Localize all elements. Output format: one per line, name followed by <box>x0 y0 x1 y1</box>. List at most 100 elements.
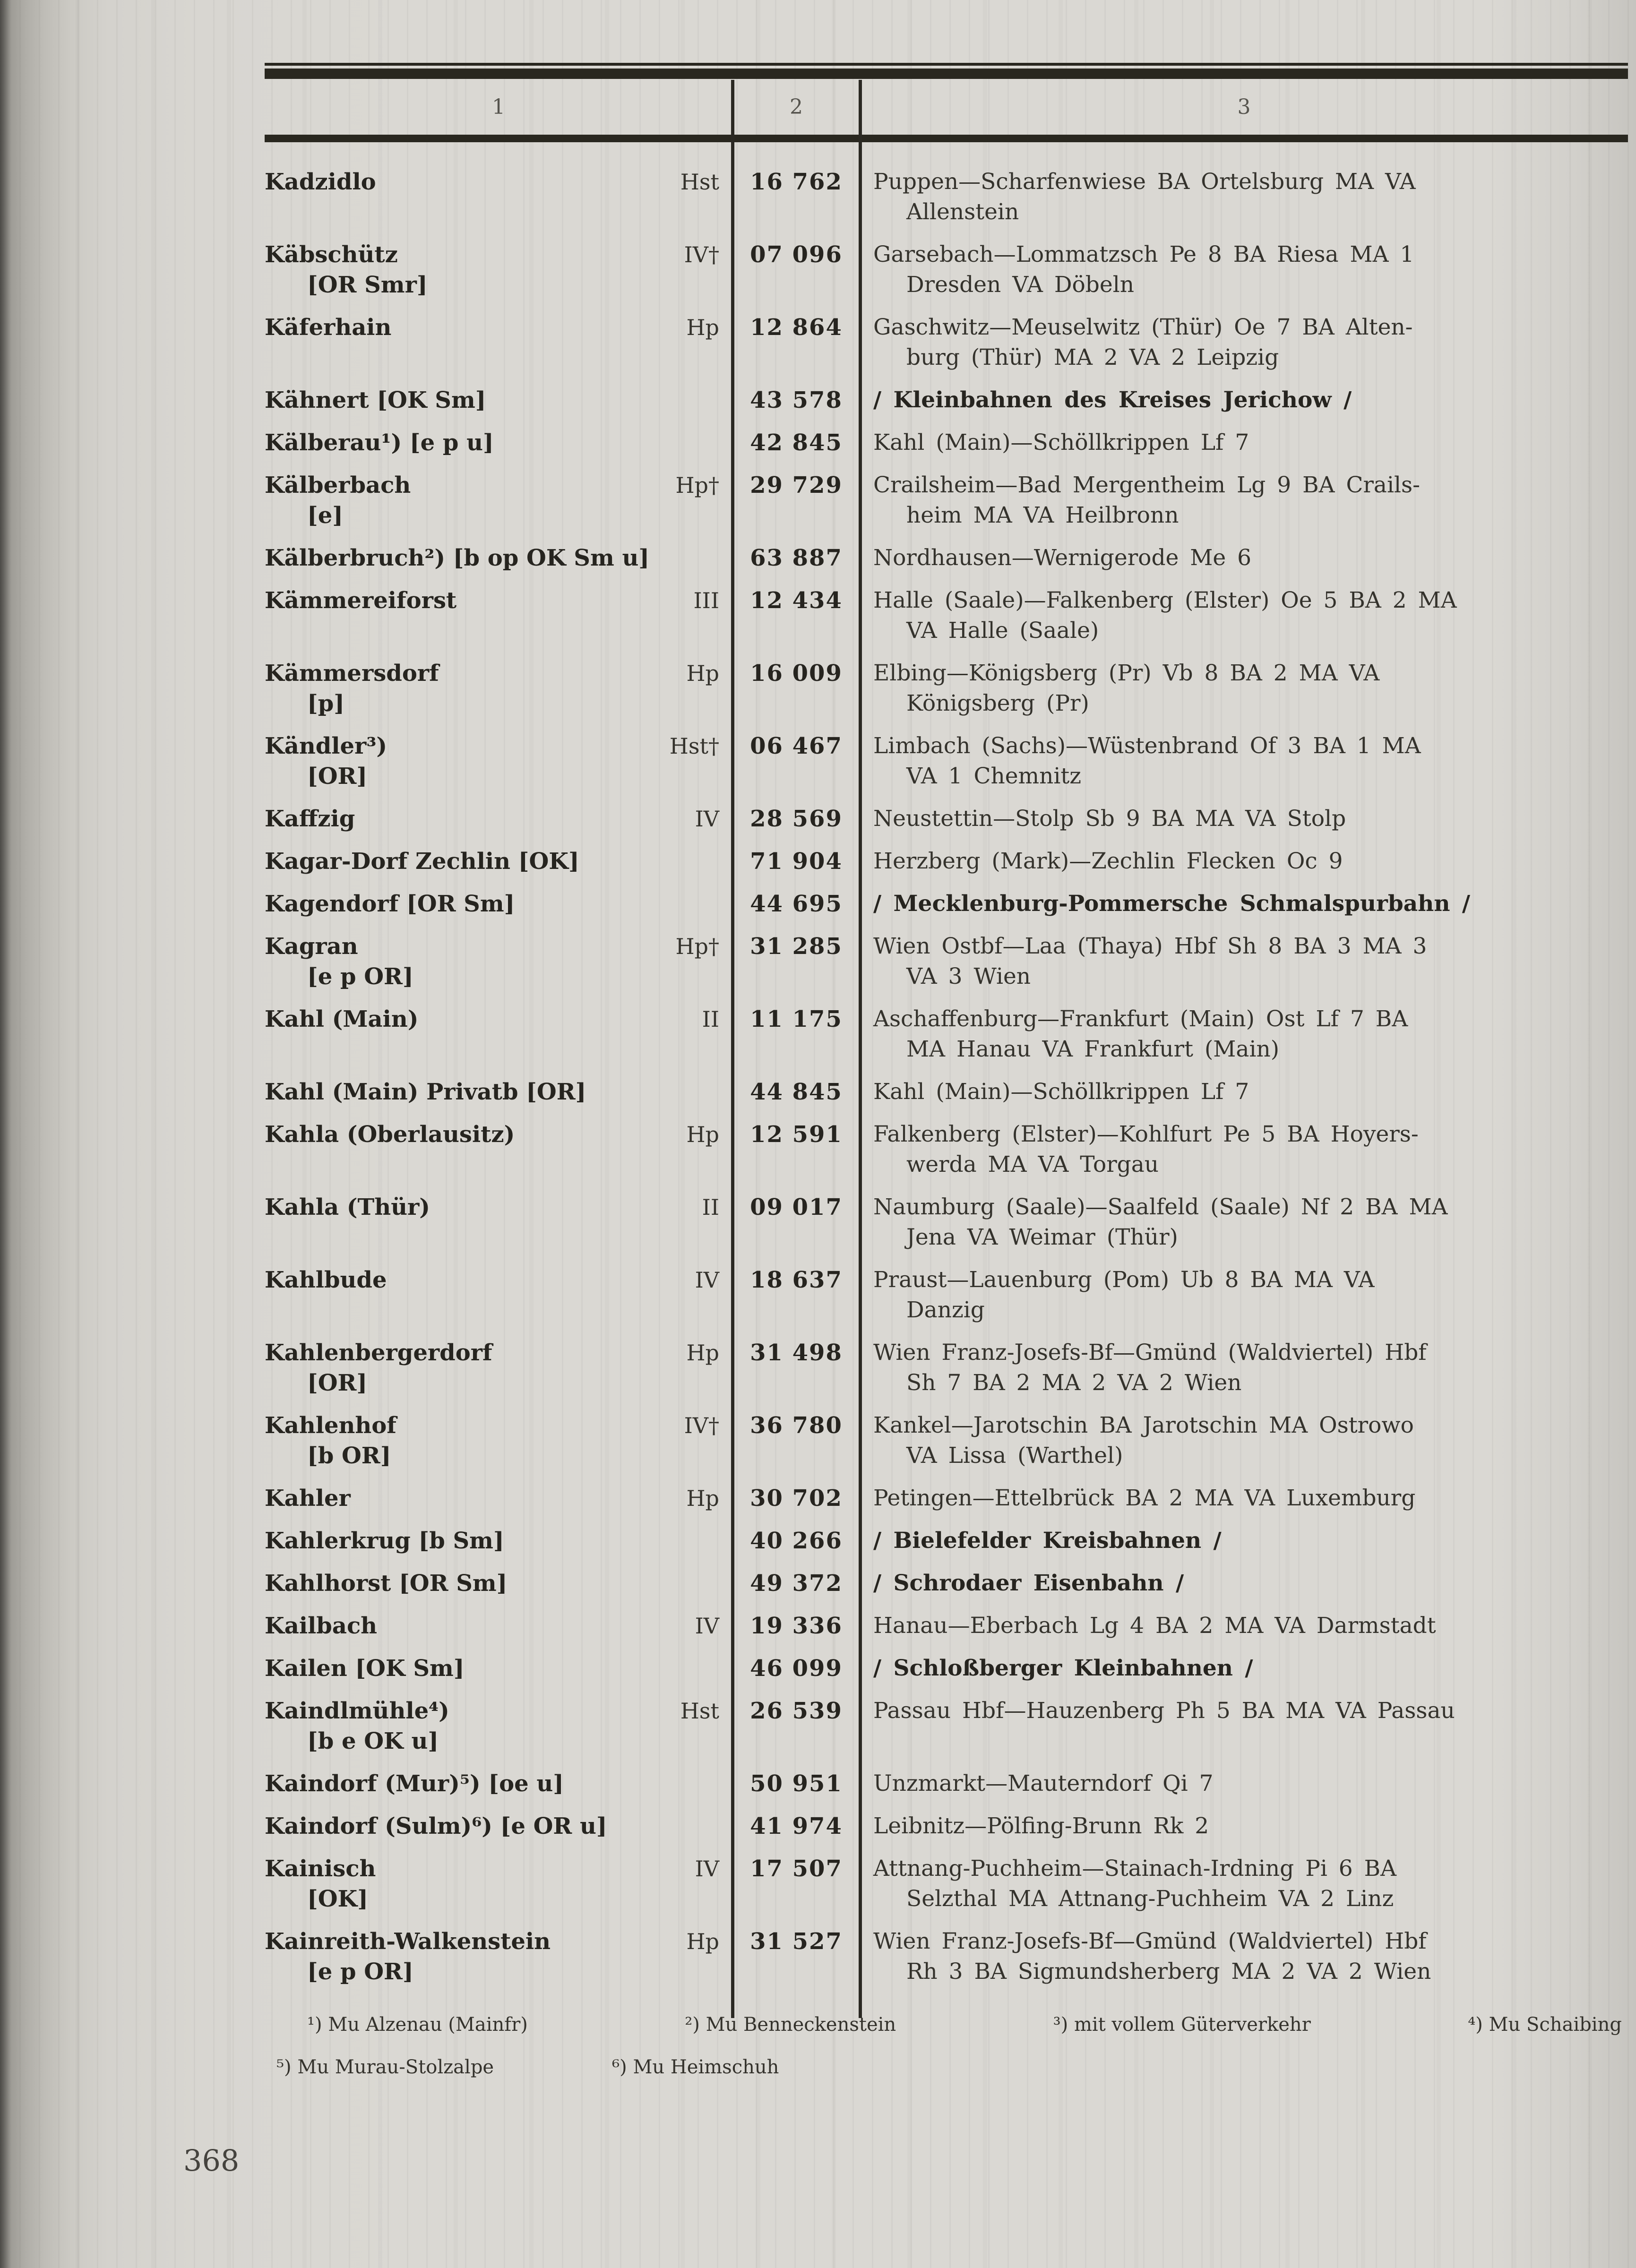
station-number: 06 467 <box>750 733 843 759</box>
route-line: Wien Franz-Josefs-Bf—Gmünd (Waldviertel)… <box>873 1340 1427 1366</box>
station-name: Kahlerkrug [b Sm] <box>265 1528 504 1554</box>
route-info: Leibnitz—Pölfing-Brunn Rk 2 <box>860 1811 1628 1841</box>
table-row: Kainreith-Walkenstein [e p OR] Hp 31 527 Wie… <box>265 1926 1628 1987</box>
table-row: Kailbach IV 19 336 Hanau—Eberbach Lg 4 BA 2… <box>265 1611 1628 1641</box>
route-line: Limbach (Sachs)—Wüstenbrand Of 3 BA 1 MA <box>873 733 1421 759</box>
table-row: Kahler Hp 30 702 Petingen—Ettelbrück BA 2 M… <box>265 1483 1628 1513</box>
table-row: Kaindlmühle⁴) [b e OK u] Hst 26 539 Passau H… <box>265 1696 1628 1756</box>
route-info: Naumburg (Saale)—Saalfeld (Saale) Nf 2 B… <box>860 1192 1628 1253</box>
station-name: [p] <box>307 690 344 717</box>
station-number: 19 336 <box>750 1613 843 1639</box>
column-header-3: 3 <box>1237 94 1251 119</box>
station-name: Kahlenbergerdorf <box>265 1340 492 1366</box>
station-cell: Kälberau¹) [e p u] <box>265 428 732 458</box>
table-row: Kaindorf (Sulm)⁶) [e OR u] 41 974 Leibnitz… <box>265 1811 1628 1841</box>
station-name: Kagran <box>265 933 358 960</box>
route-line: Rh 3 BA Sigmundsherberg MA 2 VA 2 Wien <box>906 1959 1431 1984</box>
station-name: Käbschütz <box>265 241 398 268</box>
route-line: Sh 7 BA 2 MA 2 VA 2 Wien <box>906 1370 1242 1396</box>
route-line: Wien Ostbf—Laa (Thaya) Hbf Sh 8 BA 3 MA … <box>873 933 1427 959</box>
route-line: / Schrodaer Eisenbahn / <box>873 1570 1184 1596</box>
station-number: 42 845 <box>750 430 843 456</box>
station-cell: Kaindlmühle⁴) [b e OK u] Hst <box>265 1696 732 1756</box>
station-name: Kahlbude <box>265 1267 387 1293</box>
station-table: 1 2 3 Kadzidlo Hst 16 762 Puppen—Scharfenwi… <box>265 63 1628 2018</box>
station-cell: Kahl (Main) Privatb [OR] <box>265 1077 732 1107</box>
table-row: Käferhain Hp 12 864 Gaschwitz—Meuselwitz (T… <box>265 312 1628 373</box>
table-row: Kahlerkrug [b Sm] 40 266 / Bielefelder Kre… <box>265 1526 1628 1556</box>
station-name: Kälberau¹) [e p u] <box>265 430 494 456</box>
station-number: 12 864 <box>750 314 843 341</box>
route-info: Herzberg (Mark)—Zechlin Flecken Oc 9 <box>860 846 1628 876</box>
station-cell: Kahlenbergerdorf [OR] Hp <box>265 1338 732 1398</box>
station-name: Kaindorf (Sulm)⁶) [e OR u] <box>265 1813 607 1839</box>
station-cell: Kagran [e p OR] Hp† <box>265 931 732 992</box>
station-cell: Kahla (Thür) II <box>265 1192 732 1253</box>
table-row: Kahlhorst [OR Sm] 49 372 / Schrodaer Eisen… <box>265 1568 1628 1598</box>
table-row: Käbschütz [OR Smr] IV† 07 096 Garsebach—Lomm… <box>265 240 1628 300</box>
station-name: Kagar-Dorf Zechlin [OK] <box>265 848 579 875</box>
route-line: MA Hanau VA Frankfurt (Main) <box>906 1036 1280 1062</box>
route-info: Aschaffenburg—Frankfurt (Main) Ost Lf 7 … <box>860 1004 1628 1065</box>
route-line: / Kleinbahnen des Kreises Jerichow / <box>873 387 1352 413</box>
route-info: Praust—Lauenburg (Pom) Ub 8 BA MA VA Danz… <box>860 1265 1628 1325</box>
table-row: Kahl (Main) II 11 175 Aschaffenburg—Frankfu… <box>265 1004 1628 1065</box>
station-cell: Kämmereiforst III <box>265 585 732 646</box>
route-line: Naumburg (Saale)—Saalfeld (Saale) Nf 2 B… <box>873 1194 1448 1220</box>
station-class: Hp <box>686 661 719 686</box>
route-line: Neustettin—Stolp Sb 9 BA MA VA Stolp <box>873 806 1346 832</box>
table-row: Kagran [e p OR] Hp† 31 285 Wien Ostbf—Laa (T… <box>265 931 1628 992</box>
station-name: Kainisch <box>265 1856 376 1882</box>
station-number: 30 702 <box>750 1485 843 1512</box>
route-line: Attnang-Puchheim—Stainach-Irdning Pi 6 B… <box>873 1856 1397 1881</box>
station-name: Kahlhorst [OR Sm] <box>265 1570 508 1597</box>
route-info: Hanau—Eberbach Lg 4 BA 2 MA VA Darmstadt <box>860 1611 1628 1641</box>
route-info: Kankel—Jarotschin BA Jarotschin MA Ostro… <box>860 1410 1628 1471</box>
column-divider-1 <box>731 80 734 2018</box>
footnote: ³) mit vollem Güterverkehr <box>1053 2014 1311 2036</box>
station-cell: Kaffzig IV <box>265 804 732 834</box>
station-name: Kaffzig <box>265 806 355 832</box>
station-name: [OR] <box>307 1370 368 1396</box>
station-class: Hst <box>680 1698 719 1724</box>
station-number: 31 498 <box>750 1340 843 1366</box>
book-gutter-shadow <box>0 0 11 2268</box>
station-name: Kahla (Thür) <box>265 1194 430 1220</box>
route-info: Petingen—Ettelbrück BA 2 MA VA Luxemburg <box>860 1483 1628 1513</box>
route-info: Wien Ostbf—Laa (Thaya) Hbf Sh 8 BA 3 MA … <box>860 931 1628 992</box>
route-info: Falkenberg (Elster)—Kohlfurt Pe 5 BA Hoy… <box>860 1119 1628 1180</box>
station-number: 63 887 <box>750 545 843 571</box>
route-line: Dresden VA Döbeln <box>906 272 1135 298</box>
table-row: Kämmersdorf [p] Hp 16 009 Elbing—Königsberg … <box>265 658 1628 719</box>
route-line: / Schloßberger Kleinbahnen / <box>873 1655 1253 1681</box>
station-name: Kagendorf [OR Sm] <box>265 891 515 917</box>
station-class: III <box>693 588 719 613</box>
table-row: Kändler³) [OR] Hst† 06 467 Limbach (Sachs)—W… <box>265 731 1628 791</box>
route-line: Hanau—Eberbach Lg 4 BA 2 MA VA Darmstadt <box>873 1613 1436 1639</box>
station-cell: Kähnert [OK Sm] <box>265 385 732 415</box>
route-line: Elbing—Königsberg (Pr) Vb 8 BA 2 MA VA <box>873 660 1380 686</box>
route-info: Wien Franz-Josefs-Bf—Gmünd (Waldviertel)… <box>860 1338 1628 1398</box>
route-line: VA Lissa (Warthel) <box>906 1443 1123 1469</box>
route-info: Garsebach—Lommatzsch Pe 8 BA Riesa MA 1 D… <box>860 240 1628 300</box>
station-class: IV† <box>684 1413 719 1438</box>
header-rule <box>265 135 1628 142</box>
station-name: [OR] <box>307 763 368 790</box>
station-number: 12 434 <box>750 587 843 614</box>
route-info: Kahl (Main)—Schöllkrippen Lf 7 <box>860 428 1628 458</box>
table-header-row: 1 2 3 <box>265 79 1628 135</box>
station-number: 16 762 <box>750 169 843 195</box>
station-number: 44 695 <box>750 891 843 917</box>
station-name: [OR Smr] <box>307 272 428 298</box>
route-line: Falkenberg (Elster)—Kohlfurt Pe 5 BA Hoy… <box>873 1121 1419 1147</box>
station-name: Kailbach <box>265 1613 378 1639</box>
route-line: Crailsheim—Bad Mergentheim Lg 9 BA Crail… <box>873 472 1421 498</box>
route-line: Aschaffenburg—Frankfurt (Main) Ost Lf 7 … <box>873 1006 1408 1032</box>
route-info: Limbach (Sachs)—Wüstenbrand Of 3 BA 1 MA… <box>860 731 1628 791</box>
station-class: II <box>702 1194 719 1220</box>
table-row: Kaindorf (Mur)⁵) [oe u] 50 951 Unzmarkt—Ma… <box>265 1769 1628 1799</box>
route-line: Selzthal MA Attnang-Puchheim VA 2 Linz <box>906 1886 1394 1912</box>
station-name: Kadzidlo <box>265 169 376 195</box>
